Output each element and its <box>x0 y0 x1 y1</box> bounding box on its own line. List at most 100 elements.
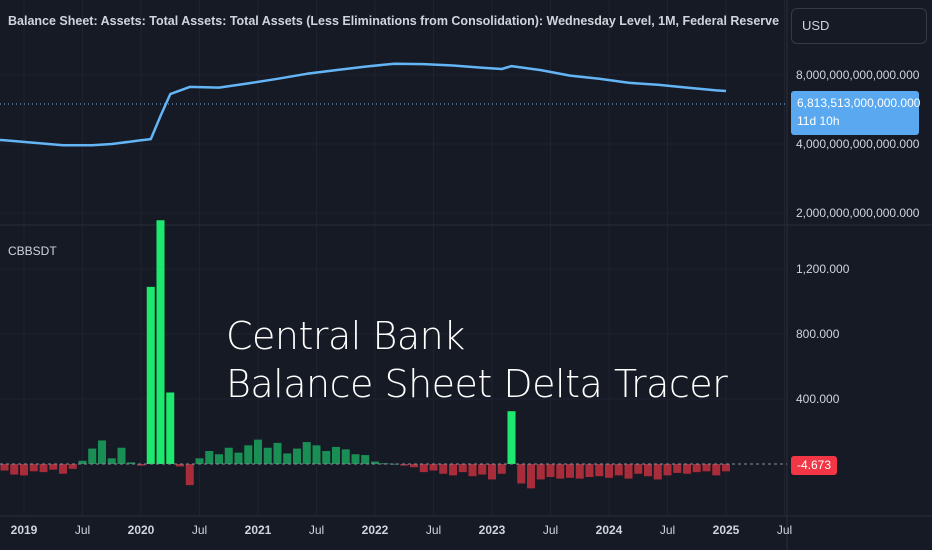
currency-selector[interactable]: USD <box>791 8 927 44</box>
delta-bar <box>107 458 116 464</box>
delta-bar <box>332 446 340 464</box>
delta-bar <box>527 464 535 489</box>
indicator-name[interactable]: CBBSDT <box>8 244 57 258</box>
time-axis-labels: 2019 Jul 2020 Jul 2021 Jul 2022 Jul 2023 Jul 2024 J… <box>11 523 793 537</box>
delta-bar <box>156 220 165 464</box>
time-tick-label: 2024 <box>596 523 623 537</box>
delta-bar <box>595 464 604 477</box>
delta-bar <box>341 449 350 464</box>
delta-bar <box>507 411 516 464</box>
delta-bar <box>10 464 19 475</box>
delta-bar <box>683 464 691 474</box>
delta-bar <box>536 464 545 480</box>
delta-bar <box>195 458 204 464</box>
time-tick-label: Jul <box>192 523 207 537</box>
delta-bar <box>653 464 662 480</box>
price-tick-label: 8,000,000,000,000.000 <box>796 68 920 82</box>
last-value-tag: 6,813,513,000,000.000 11d 10h <box>791 91 921 135</box>
watermark-line-1: Central Bank <box>226 314 465 358</box>
delta-bar <box>663 464 672 476</box>
delta-bar <box>137 464 145 466</box>
total-assets-line <box>0 62 727 147</box>
delta-bar <box>488 464 496 480</box>
delta-bar <box>722 464 730 472</box>
delta-bar <box>146 286 155 464</box>
delta-bar <box>39 464 48 473</box>
delta-bar <box>78 460 87 464</box>
time-tick-label: 2022 <box>362 523 389 537</box>
time-tick-label: 2021 <box>245 523 272 537</box>
delta-tick-label: 1,200.000 <box>796 262 850 276</box>
watermark-line-2: Balance Sheet Delta Tracer <box>226 362 728 406</box>
time-tick-label: Jul <box>426 523 441 537</box>
delta-tick-label: 400.000 <box>796 392 840 406</box>
delta-value-tag: -4.673 <box>791 456 837 475</box>
bar-countdown: 11d 10h <box>797 114 840 128</box>
delta-bar <box>244 445 253 464</box>
time-tick-label: 2019 <box>11 523 38 537</box>
delta-bar <box>556 464 565 479</box>
delta-bar <box>29 464 38 472</box>
delta-bar <box>566 464 574 478</box>
delta-bars <box>0 220 730 489</box>
delta-bar <box>458 464 467 473</box>
delta-bar <box>634 464 643 474</box>
delta-bar <box>20 464 28 476</box>
delta-bar <box>390 463 399 465</box>
time-tick-label: Jul <box>660 523 675 537</box>
delta-bar <box>0 464 9 471</box>
delta-bar <box>605 464 613 478</box>
delta-bar <box>371 461 379 464</box>
delta-bar <box>254 439 262 464</box>
delta-bar <box>673 464 682 473</box>
delta-tick-label: 800.000 <box>796 327 840 341</box>
delta-bar <box>410 464 418 468</box>
delta-bar <box>400 464 409 466</box>
time-tick-label: 2025 <box>713 523 740 537</box>
delta-bar <box>644 464 652 477</box>
delta-bar <box>127 462 136 464</box>
delta-bar <box>702 464 711 472</box>
delta-bar <box>322 451 331 464</box>
delta-bar <box>478 464 487 475</box>
time-tick-label: 2020 <box>128 523 155 537</box>
delta-bar <box>449 464 457 476</box>
delta-bar <box>176 464 184 467</box>
time-tick-label: 2023 <box>479 523 506 537</box>
delta-bar <box>692 464 701 473</box>
delta-bar <box>439 464 448 474</box>
delta-bar <box>293 448 301 464</box>
last-value: 6,813,513,000,000.000 <box>797 96 921 110</box>
delta-bar <box>429 464 438 471</box>
delta-bar <box>497 464 506 474</box>
delta-bar <box>361 455 370 464</box>
delta-bar <box>546 464 555 477</box>
delta-bar <box>585 464 594 477</box>
delta-bar <box>205 451 214 464</box>
delta-bar <box>517 464 526 484</box>
delta-bar <box>49 464 58 470</box>
delta-bar <box>224 447 233 464</box>
time-tick-label: Jul <box>309 523 324 537</box>
price-tick-label: 4,000,000,000,000.000 <box>796 137 920 151</box>
delta-bar <box>68 464 77 469</box>
delta-bar <box>263 447 272 464</box>
chart-title: Balance Sheet: Assets: Total Assets: Tot… <box>8 14 780 28</box>
delta-bar <box>468 464 477 477</box>
delta-bar <box>575 464 584 479</box>
delta-bar <box>614 464 623 476</box>
delta-bar <box>117 447 126 464</box>
delta-bar <box>59 464 67 474</box>
delta-bar <box>185 464 194 486</box>
time-tick-label: Jul <box>777 523 792 537</box>
time-tick-label: Jul <box>543 523 558 537</box>
time-tick-label: Jul <box>75 523 90 537</box>
price-tick-label: 2,000,000,000,000.000 <box>796 206 920 220</box>
delta-bar <box>215 454 223 464</box>
watermark-text: Central Bank Balance Sheet Delta Tracer <box>226 312 728 408</box>
delta-bar <box>712 464 721 476</box>
delta-bar <box>273 442 282 464</box>
delta-bar <box>234 452 243 464</box>
delta-bar <box>283 453 292 464</box>
